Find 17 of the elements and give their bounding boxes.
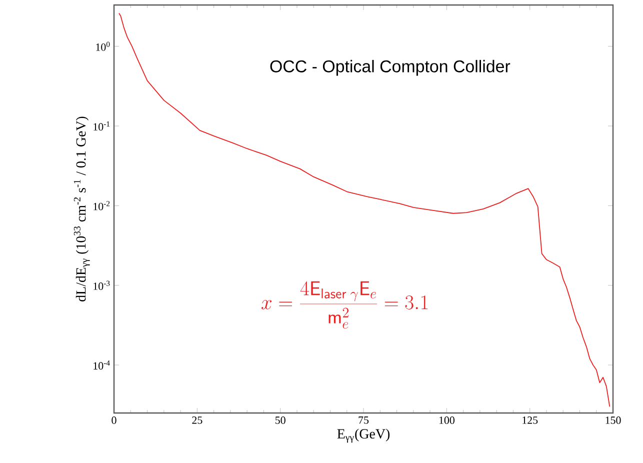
line-series xyxy=(118,12,610,408)
annotation: OCC - Optical Compton Collider xyxy=(270,60,510,76)
text: dL/dE$_{γγ}$ (10$^{33}$ cm$^{-2}$ s$^{-1}$ / 0.1 GeV) xyxy=(74,116,90,302)
x-tick-label: 0 xyxy=(112,416,116,424)
x-tick-label: 75 xyxy=(358,416,369,424)
x-tick-label: 100 xyxy=(439,416,454,424)
y-tick-label: 10$^{-4}$ xyxy=(94,360,110,370)
y-tick-label: 10$^{0}$ xyxy=(96,42,110,51)
y-tick-label: 10$^{-3}$ xyxy=(94,280,110,290)
x-tick-label: 50 xyxy=(276,416,286,424)
y-tick-label: 10$^{-2}$ xyxy=(94,201,110,210)
x-axis-title: E$_{γγ}$(GeV) xyxy=(337,428,390,443)
annotation: $x=\frac{4\mathsf{E}_{\mathsf{laser}\;\gamma}\mathsf{E}_{e}}{\mathsf{m}_{e}^{2}}=3.1$ xyxy=(262,281,428,329)
x-tick-label: 150 xyxy=(606,416,621,424)
x-tick-label: 25 xyxy=(192,416,202,424)
x-tick-label: 125 xyxy=(522,416,538,424)
y-tick-label: 10$^{-1}$ xyxy=(94,121,110,131)
